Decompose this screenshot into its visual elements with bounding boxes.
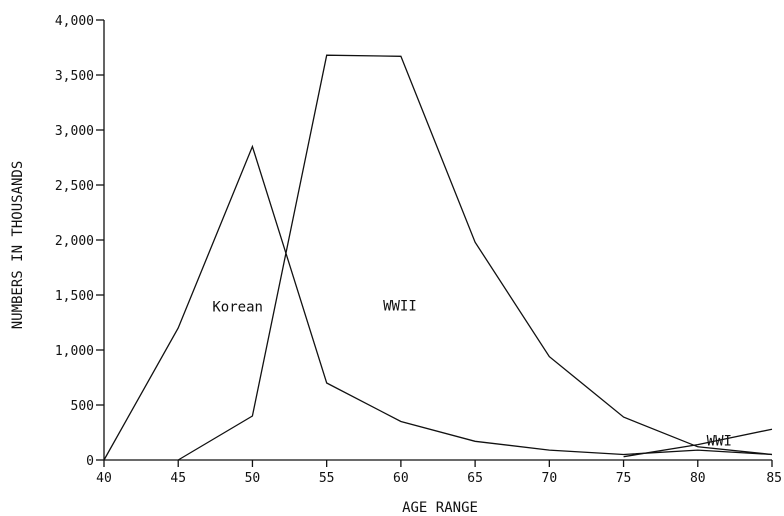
- series-label-wwii: WWII: [383, 298, 417, 314]
- series-labels: Korean WWII WWI: [212, 298, 732, 449]
- y-tick-label: 500: [71, 399, 94, 414]
- y-tick-label: 0: [86, 454, 94, 469]
- y-tick-label: 1,500: [55, 289, 94, 304]
- x-tick-label: 75: [616, 471, 632, 486]
- y-axis-title: NUMBERS IN THOUSANDS: [10, 161, 26, 330]
- ticks: 0 500 1,000 1,500 2,000 2,500 3,000 3,500 4,000 4…: [55, 14, 782, 486]
- series-label-wwi: WWI: [707, 434, 732, 450]
- y-tick-label: 4,000: [55, 14, 94, 29]
- x-tick-label: 55: [319, 471, 335, 486]
- series-lines: [103, 54, 773, 461]
- x-tick-label: 40: [96, 471, 112, 486]
- series-line-korean: [103, 144, 773, 461]
- x-tick-label: 80: [690, 471, 706, 486]
- x-tick-label: 70: [542, 471, 558, 486]
- y-tick-label: 3,000: [55, 124, 94, 139]
- y-tick-label: 1,000: [55, 344, 94, 359]
- series-line-wwi: [623, 428, 773, 458]
- y-tick-label: 3,500: [55, 69, 94, 84]
- y-tick-label: 2,000: [55, 234, 94, 249]
- x-tick-label: 85: [766, 471, 782, 486]
- series-line-wwii: [177, 54, 773, 461]
- x-axis-title: AGE RANGE: [402, 500, 478, 516]
- x-tick-label: 65: [467, 471, 483, 486]
- x-tick-label: 50: [245, 471, 261, 486]
- x-tick-label: 60: [393, 471, 409, 486]
- y-tick-label: 2,500: [55, 179, 94, 194]
- series-label-korean: Korean: [212, 300, 263, 316]
- x-tick-label: 45: [170, 471, 186, 486]
- axes: [103, 20, 772, 461]
